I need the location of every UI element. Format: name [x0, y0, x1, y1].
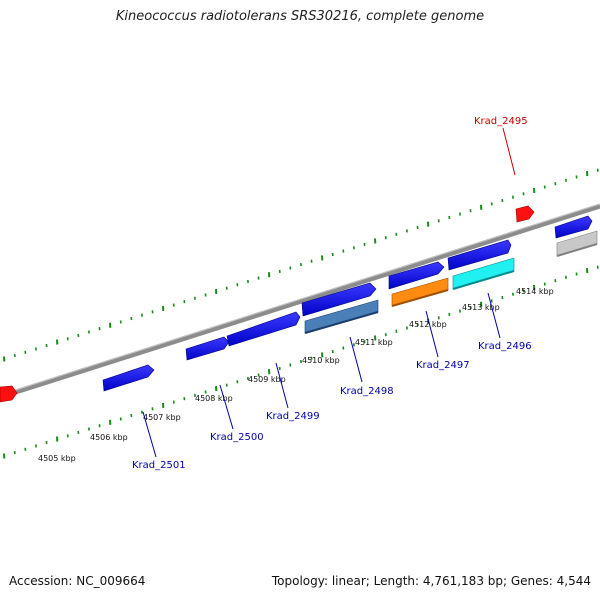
gene-label-krad-2496[interactable]: Krad_2496	[478, 341, 532, 352]
cds-krad-2499[interactable]	[301, 282, 377, 317]
cds-krad-2500-a[interactable]	[185, 336, 230, 361]
cds-right-edge[interactable]	[554, 215, 593, 239]
genome-backbone	[0, 203, 600, 400]
gene-features	[0, 205, 598, 403]
cds-krad-2497[interactable]	[447, 239, 512, 271]
map-title: Kineococcus radiotolerans SRS30216, comp…	[115, 9, 485, 24]
gene-leaders	[142, 127, 516, 458]
upper-tick-row	[3, 168, 599, 362]
lower-tick-row	[3, 265, 599, 459]
genome-summary-text: Topology: linear; Length: 4,761,183 bp; …	[271, 574, 591, 588]
gene-label-krad-2495[interactable]: Krad_2495	[474, 116, 528, 127]
cds-krad-2498[interactable]	[388, 261, 445, 290]
kbp-labels: 4505 kbp 4506 kbp 4507 kbp 4508 kbp 4509…	[38, 287, 554, 463]
kbp-label: 4506 kbp	[90, 433, 128, 442]
gene-label-krad-2499[interactable]: Krad_2499	[266, 411, 320, 422]
kbp-label: 4507 kbp	[143, 413, 181, 422]
gene-label-krad-2500[interactable]: Krad_2500	[210, 432, 264, 443]
gene-label-krad-2497[interactable]: Krad_2497	[416, 360, 470, 371]
kbp-label: 4511 kbp	[355, 338, 393, 347]
rna-feature-left[interactable]	[0, 385, 18, 403]
kbp-label: 4509 kbp	[248, 375, 286, 384]
rna-feature-krad-2495[interactable]	[515, 205, 535, 223]
kbp-label: 4508 kbp	[195, 394, 233, 403]
gene-label-krad-2501[interactable]: Krad_2501	[132, 460, 186, 471]
gene-label-krad-2498[interactable]: Krad_2498	[340, 386, 394, 397]
kbp-label: 4510 kbp	[302, 356, 340, 365]
kbp-label: 4512 kbp	[409, 320, 447, 329]
cds-krad-2501[interactable]	[102, 364, 155, 392]
gene-labels: Krad_2495 Krad_2496 Krad_2497 Krad_2498 …	[132, 116, 532, 471]
kbp-label: 4505 kbp	[38, 454, 76, 463]
kbp-label: 4513 kbp	[462, 303, 500, 312]
accession-text: Accession: NC_009664	[9, 574, 146, 588]
kbp-label: 4514 kbp	[516, 287, 554, 296]
cds-krad-2500-b[interactable]	[226, 311, 301, 347]
